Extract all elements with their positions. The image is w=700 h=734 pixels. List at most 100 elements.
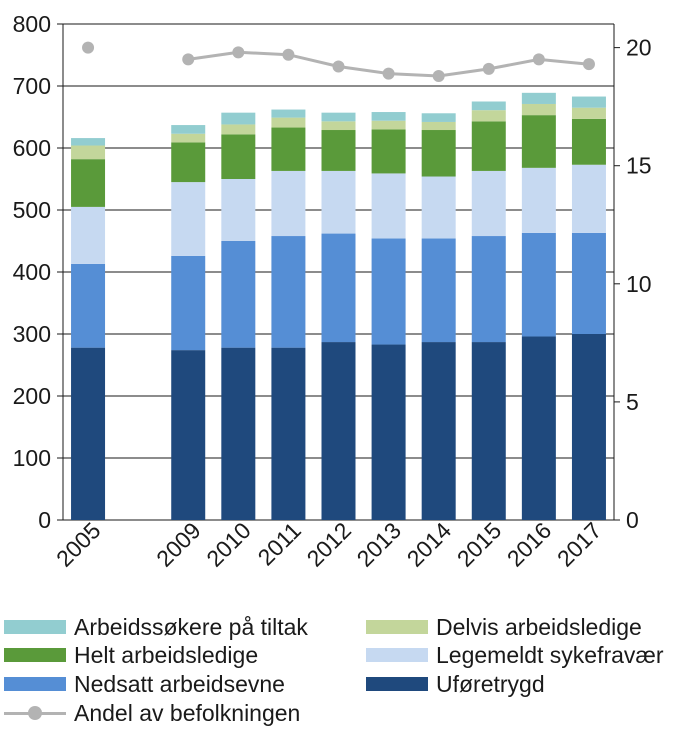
- bar-segment: [371, 112, 406, 121]
- bar-segment: [421, 121, 456, 131]
- bar-segment: [371, 173, 406, 239]
- bar-segment: [171, 350, 206, 520]
- bar-segment: [471, 110, 506, 122]
- x-tick-label: 2011: [253, 517, 306, 570]
- legend-label-andel: Andel av befolkningen: [74, 699, 301, 726]
- bar-segment: [521, 336, 556, 520]
- bar-segment: [471, 121, 506, 171]
- x-tick-label: 2009: [151, 517, 206, 572]
- legend-item-helt: Helt arbeidsledige: [4, 641, 258, 669]
- bar-segment: [321, 342, 356, 520]
- line-point: [582, 58, 595, 71]
- legend-item-andel: Andel av befolkningen: [4, 699, 300, 727]
- bar-segment: [221, 179, 256, 241]
- bar-segment: [271, 170, 306, 237]
- line-point: [532, 53, 545, 66]
- legend-swatch-nedsatt: [4, 677, 66, 691]
- bar-segment: [221, 347, 256, 520]
- line-point: [232, 46, 245, 59]
- y-tick-label: 600: [13, 135, 51, 161]
- y-tick-label: 100: [13, 445, 51, 471]
- x-tick-label: 2005: [51, 517, 106, 572]
- bar-segment: [171, 125, 206, 134]
- bar-segment: [471, 342, 506, 520]
- y2-tick-label: 20: [626, 35, 652, 61]
- legend-swatch-uforetrygd: [366, 677, 428, 691]
- y2-tick-label: 5: [626, 389, 639, 415]
- y-tick-label: 0: [38, 507, 51, 533]
- bar-segment: [371, 344, 406, 520]
- bar-segment: [471, 236, 506, 343]
- line-point: [332, 60, 345, 73]
- x-tick-label: 2012: [301, 517, 356, 572]
- x-tick-label: 2013: [352, 517, 407, 572]
- bar-segment: [71, 159, 106, 207]
- bar-segment: [521, 167, 556, 233]
- bar-segment: [321, 130, 356, 171]
- bar-segment: [321, 112, 356, 122]
- x-tick-label: 2015: [452, 517, 507, 572]
- bar-segment: [171, 182, 206, 256]
- bar-segment: [221, 134, 256, 179]
- bar-segment: [221, 241, 256, 348]
- bar-segment: [221, 124, 256, 135]
- x-tick-label: 2010: [201, 517, 256, 572]
- legend-item-arbeidssokere: Arbeidssøkere på tiltak: [4, 613, 308, 641]
- bar-segment: [71, 145, 106, 160]
- legend-label-nedsatt: Nedsatt arbeidsevne: [74, 670, 285, 697]
- bar-segment: [71, 347, 106, 520]
- legend-item-nedsatt: Nedsatt arbeidsevne: [4, 670, 285, 698]
- legend-item-uforetrygd: Uføretrygd: [366, 670, 545, 698]
- bar-segment: [571, 164, 606, 233]
- chart-area: 0 100 200 300 400 500 600 700 800 0 5 10 15 20 2005 200…: [13, 11, 652, 572]
- bar-segment: [521, 103, 556, 116]
- bar-segment: [171, 142, 206, 183]
- legend-label-helt: Helt arbeidsledige: [74, 641, 259, 668]
- x-tick-label: 2017: [552, 517, 607, 572]
- bar-segment: [171, 133, 206, 143]
- bar-segment: [521, 92, 556, 104]
- bar-segment: [371, 238, 406, 345]
- bar-segment: [471, 101, 506, 111]
- bar-segment: [271, 127, 306, 171]
- bar-segment: [321, 170, 356, 234]
- bar-segment: [571, 334, 606, 520]
- line-point: [282, 48, 295, 61]
- bar-segment: [421, 176, 456, 239]
- bar-segment: [471, 170, 506, 237]
- bar-segment: [321, 233, 356, 343]
- legend-label-legemeldt: Legemeldt sykefravær: [436, 641, 664, 668]
- y-tick-label: 300: [13, 321, 51, 347]
- legend-swatch-delvis: [366, 620, 428, 634]
- x-tick-label: 2016: [502, 517, 557, 572]
- bar-segment: [521, 115, 556, 168]
- legend-item-delvis: Delvis arbeidsledige: [366, 613, 642, 641]
- bar-segment: [221, 112, 256, 125]
- bar-segment: [421, 113, 456, 122]
- bar-segment: [71, 206, 106, 264]
- line-point: [82, 41, 95, 54]
- bar-segment: [571, 96, 606, 108]
- bar-segment: [371, 120, 406, 130]
- legend-swatch-helt: [4, 648, 66, 662]
- line-point: [432, 69, 445, 82]
- bar-segment: [521, 232, 556, 337]
- bar-segment: [571, 232, 606, 334]
- y2-tick-label: 10: [626, 271, 652, 297]
- legend-label-uforetrygd: Uføretrygd: [436, 670, 545, 697]
- line-point: [482, 62, 495, 75]
- y-tick-label: 400: [13, 259, 51, 285]
- bar-segment: [321, 121, 356, 131]
- legend-line-marker: [4, 706, 66, 720]
- legend-swatch-arbeidssokere: [4, 620, 66, 634]
- y-tick-label: 700: [13, 73, 51, 99]
- bar-segment: [421, 342, 456, 520]
- bar-segment: [571, 118, 606, 165]
- bar-segment: [271, 109, 306, 118]
- legend-swatch-legemeldt: [366, 648, 428, 662]
- line-point: [182, 53, 195, 66]
- bar-segment: [271, 236, 306, 348]
- y-tick-label: 200: [13, 383, 51, 409]
- bar-segment: [71, 138, 106, 146]
- y-tick-label: 500: [13, 197, 51, 223]
